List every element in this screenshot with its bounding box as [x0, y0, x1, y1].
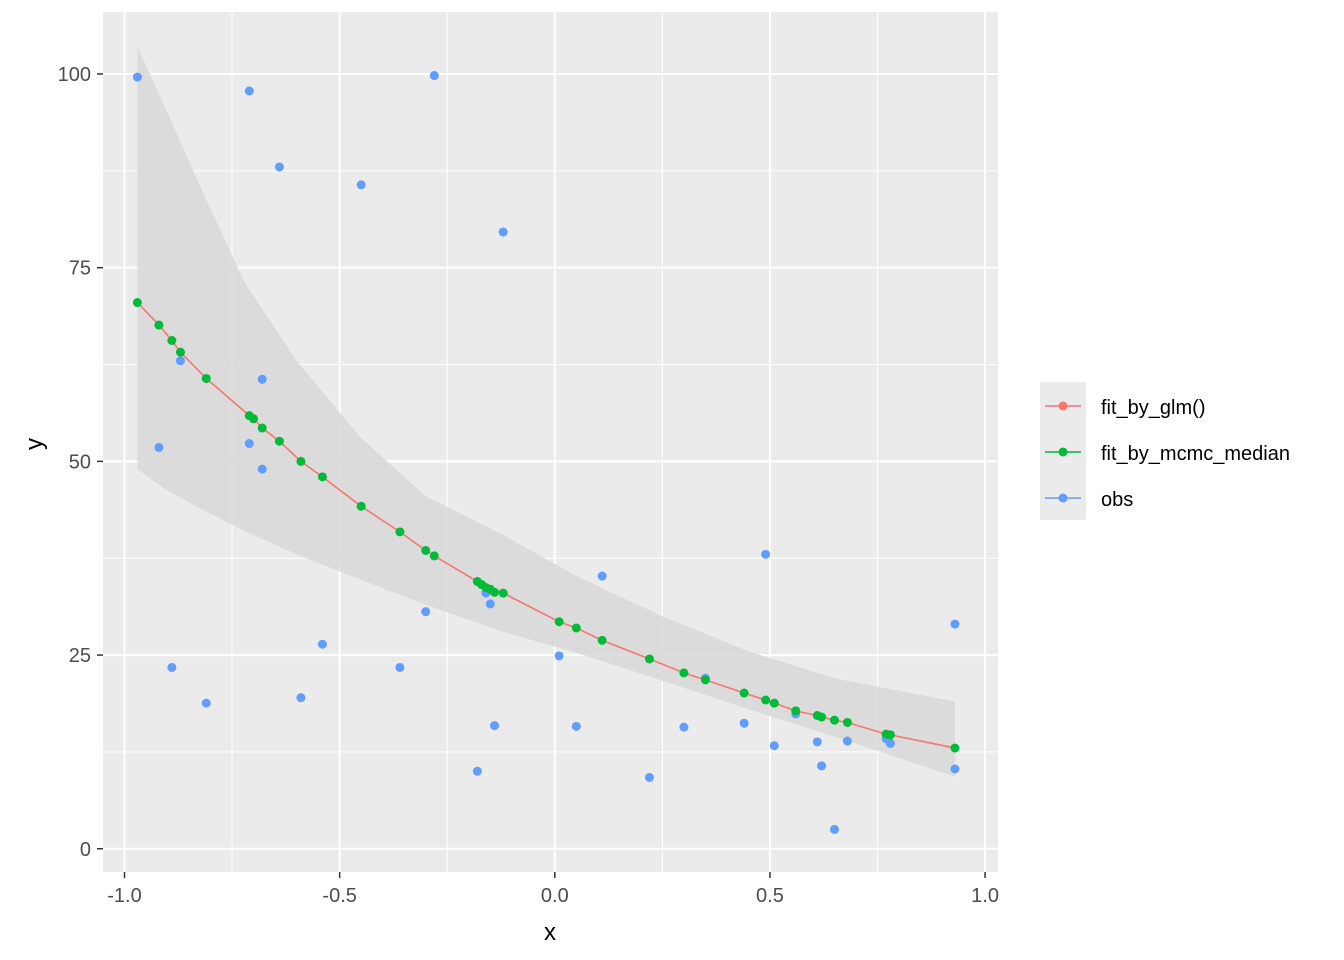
- obs-point: [257, 464, 267, 474]
- mcmc-median-point: [490, 587, 500, 597]
- obs-point: [554, 651, 564, 661]
- mcmc-median-point: [421, 545, 431, 555]
- ribbon-layer: [137, 46, 955, 777]
- legend-point-fit-by-glm: [1058, 401, 1068, 411]
- obs-point: [679, 722, 689, 732]
- mcmc-median-point: [791, 706, 801, 716]
- obs-point: [154, 442, 164, 452]
- obs-point: [257, 374, 267, 384]
- obs-point: [571, 721, 581, 731]
- obs-point: [950, 764, 960, 774]
- obs-point: [395, 662, 405, 672]
- obs-point: [950, 619, 960, 629]
- legend-point-fit-by-mcmc-median: [1058, 447, 1068, 457]
- mcmc-median-point: [257, 423, 267, 433]
- x-tick-label: 1.0: [971, 885, 999, 907]
- mcmc-median-point: [829, 715, 839, 725]
- mcmc-layer: [132, 298, 960, 753]
- obs-point: [244, 86, 254, 96]
- obs-layer: [132, 71, 960, 834]
- legend-key-fit-by-mcmc-median: fit_by_mcmc_median: [1045, 443, 1290, 465]
- obs-point: [739, 718, 749, 728]
- y-tick-label: 50: [69, 451, 91, 473]
- x-tick-label: -0.5: [322, 885, 356, 907]
- obs-point: [490, 721, 500, 731]
- mcmc-median-point: [154, 320, 164, 330]
- x-tick-label: -1.0: [107, 885, 141, 907]
- obs-point: [472, 766, 482, 776]
- x-axis-title: x: [544, 919, 556, 946]
- obs-point: [296, 693, 306, 703]
- mcmc-median-point: [571, 623, 581, 633]
- mcmc-median-point: [739, 688, 749, 698]
- obs-point: [274, 162, 284, 172]
- credible-interval-ribbon: [137, 46, 955, 777]
- mcmc-median-point: [761, 695, 771, 705]
- obs-point: [498, 227, 508, 237]
- obs-point: [429, 71, 439, 81]
- legend-key-obs: obs: [1045, 489, 1133, 511]
- y-tick-label: 0: [80, 839, 91, 861]
- mcmc-median-point: [885, 730, 895, 740]
- x-tick-label: 0.5: [756, 885, 784, 907]
- obs-point: [485, 599, 495, 609]
- mcmc-median-point: [700, 675, 710, 685]
- obs-point: [132, 72, 142, 82]
- obs-point: [317, 639, 327, 649]
- y-tick-label: 25: [69, 645, 91, 667]
- mcmc-median-point: [132, 298, 142, 308]
- mcmc-median-point: [429, 551, 439, 561]
- mcmc-median-point: [274, 436, 284, 446]
- y-tick-label: 100: [58, 64, 91, 86]
- x-axis-ticks: -1.0 -0.5 0.0 0.5 1.0: [107, 872, 999, 907]
- obs-point: [597, 571, 607, 581]
- y-axis-ticks: 0 25 50 75 100: [58, 64, 103, 861]
- obs-point: [167, 662, 177, 672]
- legend-point-obs: [1058, 493, 1068, 503]
- mcmc-median-point: [356, 501, 366, 511]
- mcmc-median-point: [644, 654, 654, 664]
- mcmc-median-point: [395, 527, 405, 537]
- mcmc-median-point: [296, 456, 306, 466]
- obs-point: [244, 439, 254, 449]
- legend: fit_by_glm() fit_by_mcmc_median obs: [1040, 382, 1290, 520]
- mcmc-median-point: [498, 588, 508, 598]
- mcmc-median-point: [679, 668, 689, 678]
- x-tick-label: 0.0: [541, 885, 569, 907]
- obs-point: [829, 824, 839, 834]
- obs-point: [644, 772, 654, 782]
- mcmc-median-point: [597, 635, 607, 645]
- obs-point: [817, 761, 827, 771]
- legend-label-fit-by-mcmc-median: fit_by_mcmc_median: [1101, 443, 1290, 465]
- mcmc-median-point: [842, 717, 852, 727]
- obs-point: [175, 356, 185, 366]
- mcmc-median-point: [769, 698, 779, 708]
- obs-point: [761, 549, 771, 559]
- obs-point: [885, 738, 895, 748]
- obs-point: [421, 607, 431, 617]
- mcmc-median-point: [249, 414, 259, 424]
- y-tick-label: 75: [69, 258, 91, 280]
- obs-point: [842, 736, 852, 746]
- legend-label-fit-by-glm: fit_by_glm(): [1101, 397, 1205, 419]
- mcmc-median-point: [201, 373, 211, 383]
- obs-point: [812, 737, 822, 747]
- grid-minor: [103, 12, 998, 872]
- mcmc-median-point: [175, 347, 185, 357]
- mcmc-median-point: [317, 472, 327, 482]
- obs-point: [769, 741, 779, 751]
- legend-key-fit-by-glm: fit_by_glm(): [1045, 397, 1205, 419]
- y-axis-title: y: [21, 438, 48, 450]
- mcmc-median-point: [167, 336, 177, 345]
- mcmc-median-point: [950, 743, 960, 753]
- mcmc-median-point: [554, 617, 564, 627]
- obs-point: [356, 180, 366, 190]
- mcmc-median-point: [817, 712, 827, 722]
- legend-label-obs: obs: [1101, 489, 1133, 511]
- obs-point: [201, 698, 211, 708]
